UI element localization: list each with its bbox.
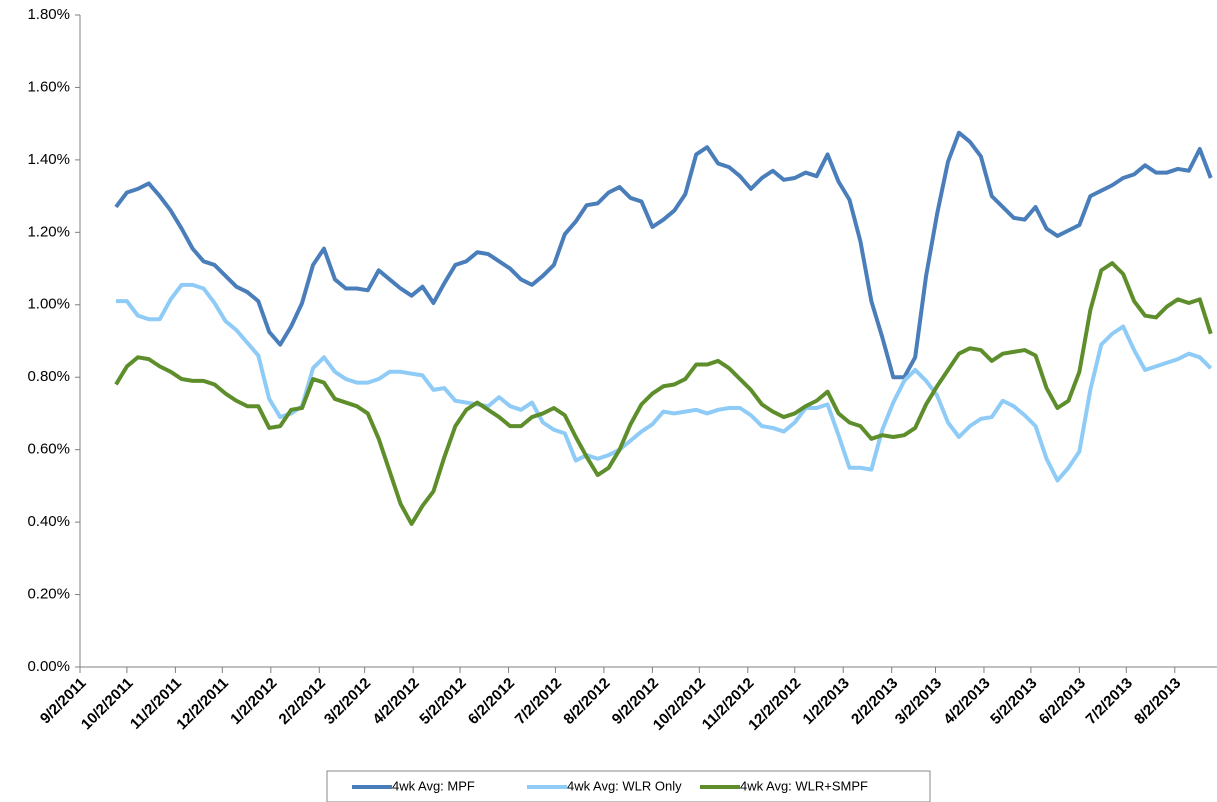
- x-tick-label: 8/2/2013: [1131, 675, 1184, 728]
- y-tick-label: 0.20%: [27, 586, 70, 603]
- x-tick-label: 12/2/2011: [173, 675, 232, 734]
- legend-box: [326, 770, 931, 802]
- y-tick-label: 1.20%: [27, 223, 70, 240]
- x-tick-label: 6/2/2012: [465, 675, 518, 728]
- x-tick-label: 4/2/2012: [369, 675, 422, 728]
- legend-label: 4wk Avg: MPF: [392, 778, 475, 793]
- x-tick-label: 8/2/2012: [560, 675, 613, 728]
- x-tick-label: 10/2/2011: [78, 675, 137, 734]
- y-tick-label: 1.40%: [27, 151, 70, 168]
- y-tick-label: 0.60%: [27, 441, 70, 458]
- y-tick-label: 1.60%: [27, 78, 70, 95]
- x-tick-label: 1/2/2013: [800, 675, 853, 728]
- x-tick-label: 6/2/2013: [1036, 675, 1089, 728]
- plot-area: [114, 130, 1213, 526]
- series-line: [114, 261, 1213, 526]
- y-tick-label: 0.40%: [27, 513, 70, 530]
- x-tick-label: 5/2/2012: [416, 675, 469, 728]
- x-tick-label: 4/2/2013: [940, 675, 993, 728]
- series-line: [114, 130, 1213, 380]
- legend-label: 4wk Avg: WLR Only: [567, 778, 682, 793]
- x-tick-label: 2/2/2012: [276, 675, 329, 728]
- x-tick-label: 3/2/2012: [321, 675, 374, 728]
- x-tick-label: 3/2/2013: [892, 675, 945, 728]
- x-tick-label: 7/2/2013: [1083, 675, 1136, 728]
- y-tick-label: 0.00%: [27, 658, 70, 675]
- x-tick-label: 1/2/2012: [227, 675, 280, 728]
- y-tick-label: 0.80%: [27, 368, 70, 385]
- y-tick-label: 1.00%: [27, 296, 70, 313]
- y-tick-label: 1.80%: [27, 6, 70, 23]
- x-tick-label: 7/2/2012: [512, 675, 565, 728]
- x-tick-label: 2/2/2013: [848, 675, 901, 728]
- x-tick-label: 5/2/2013: [987, 675, 1040, 728]
- legend-label: 4wk Avg: WLR+SMPF: [740, 778, 868, 793]
